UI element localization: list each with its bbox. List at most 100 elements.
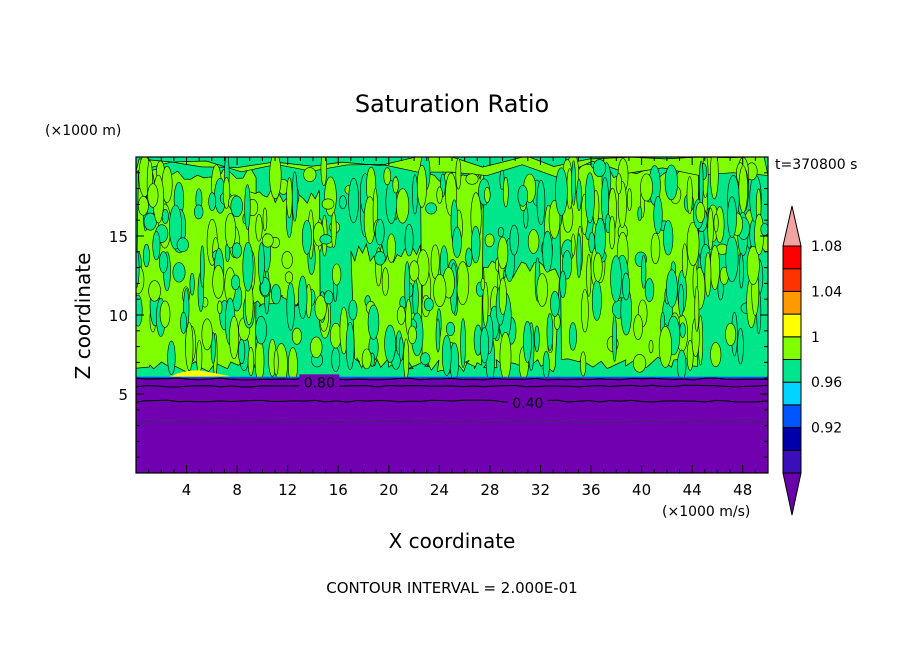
contour-blob	[704, 252, 712, 297]
contour-blob	[710, 342, 722, 368]
contour-blob	[374, 250, 386, 266]
contour-blob	[737, 327, 744, 365]
contour-blob	[498, 277, 507, 315]
contour-blob	[398, 336, 404, 361]
contour-blob	[640, 173, 653, 202]
contour-blob	[677, 349, 687, 381]
contour-blob	[738, 165, 748, 213]
contour-blob	[441, 335, 452, 376]
contour-blob	[348, 177, 359, 224]
contour-blobs	[136, 157, 768, 386]
contour-blob	[189, 272, 195, 296]
contour-blob	[746, 245, 760, 285]
contour-blob	[330, 212, 337, 248]
footer-contour-interval: CONTOUR INTERVAL = 2.000E-01	[326, 579, 577, 597]
contour-blob	[484, 233, 495, 248]
contour-blob	[542, 351, 550, 380]
contour-blob	[224, 213, 237, 249]
y-unit-label: (×1000 m)	[45, 123, 121, 139]
contour-blob	[345, 321, 355, 370]
contour-blob	[176, 237, 189, 253]
contour-blob	[580, 351, 587, 377]
x-axis: 4 8 12 16 20 24 28 32 36 40 44 48	[148, 157, 756, 499]
x-tick-label: 16	[329, 481, 348, 499]
contour-blob	[404, 223, 414, 257]
colorbar-swatch	[782, 449, 802, 474]
contour-blob	[455, 158, 462, 190]
contour-blob	[562, 250, 573, 280]
contour-blob	[456, 261, 470, 306]
contour-blob	[147, 183, 159, 208]
contour-label-bg	[299, 374, 340, 391]
contour-blob	[375, 218, 385, 246]
colorbar-swatch	[782, 404, 802, 429]
contour-line	[136, 399, 768, 403]
contour-blob	[231, 242, 242, 259]
contour-blob	[452, 226, 462, 258]
contour-blob	[445, 321, 456, 337]
contour-blob	[319, 234, 333, 245]
contour-blob	[610, 255, 622, 303]
colorbar: 0.92 0.96 1 1.04 1.08	[782, 205, 842, 516]
contour-blob	[686, 221, 700, 267]
contour-blob	[546, 313, 554, 351]
contour-blob	[172, 262, 186, 283]
contour-blob	[633, 314, 643, 340]
contour-blob	[534, 325, 540, 353]
contour-blob	[686, 176, 693, 215]
contour-blob	[185, 322, 194, 371]
y-tick-label: 5	[118, 386, 128, 404]
contour-blob	[321, 198, 335, 210]
x-unit-label: (×1000 m/s)	[662, 504, 750, 520]
x-tick-label: 28	[480, 481, 499, 499]
contour-blob	[152, 231, 161, 261]
contour-blob	[169, 204, 183, 250]
contour-blob	[159, 251, 168, 274]
x-tick-label: 12	[278, 481, 297, 499]
colorbar-swatch	[782, 336, 802, 360]
contour-blob	[592, 159, 607, 178]
contour-blob	[465, 247, 473, 268]
contour-blob	[550, 290, 560, 317]
contour-blob	[254, 339, 265, 383]
contour-blob	[269, 157, 282, 200]
x-tick-label: 4	[182, 481, 192, 499]
contour-blob	[238, 338, 246, 365]
contour-blob	[591, 280, 602, 321]
y-axis: 5 10 15	[109, 172, 768, 458]
contour-blob	[622, 272, 631, 301]
contour-blob	[291, 327, 302, 345]
contour-blob	[310, 336, 323, 358]
contour-blob	[739, 253, 744, 289]
contour-blob	[681, 243, 688, 278]
contour-blob	[180, 311, 187, 334]
contour-blob	[430, 244, 440, 280]
contour-blob	[348, 299, 358, 321]
contour-blob	[381, 267, 389, 296]
contour-blob	[499, 332, 512, 381]
contour-blob	[284, 271, 294, 284]
contour-blob	[644, 278, 655, 303]
contour-blob	[626, 188, 633, 211]
contour-blob	[258, 242, 265, 285]
contour-blob	[324, 176, 337, 217]
contour-blob	[725, 322, 737, 346]
contour-blob	[727, 196, 737, 238]
contour-blob	[222, 176, 231, 209]
colorbar-swatch	[782, 427, 802, 451]
contour-blob	[536, 179, 546, 226]
contour-blob	[392, 176, 399, 194]
y-tick-label: 10	[109, 307, 128, 325]
contour-blob	[270, 284, 282, 305]
contour-blob	[509, 224, 519, 256]
contour-blob	[663, 220, 674, 256]
contour-blob	[255, 315, 267, 345]
colorbar-swatch	[782, 268, 802, 292]
contour-blob	[230, 195, 243, 218]
contour-blob	[523, 320, 532, 363]
contour-blob	[255, 214, 263, 242]
colorbar-swatch	[782, 381, 802, 406]
contour-blob	[585, 172, 595, 224]
contour-blob	[710, 157, 719, 200]
x-tick-label: 44	[683, 481, 702, 499]
